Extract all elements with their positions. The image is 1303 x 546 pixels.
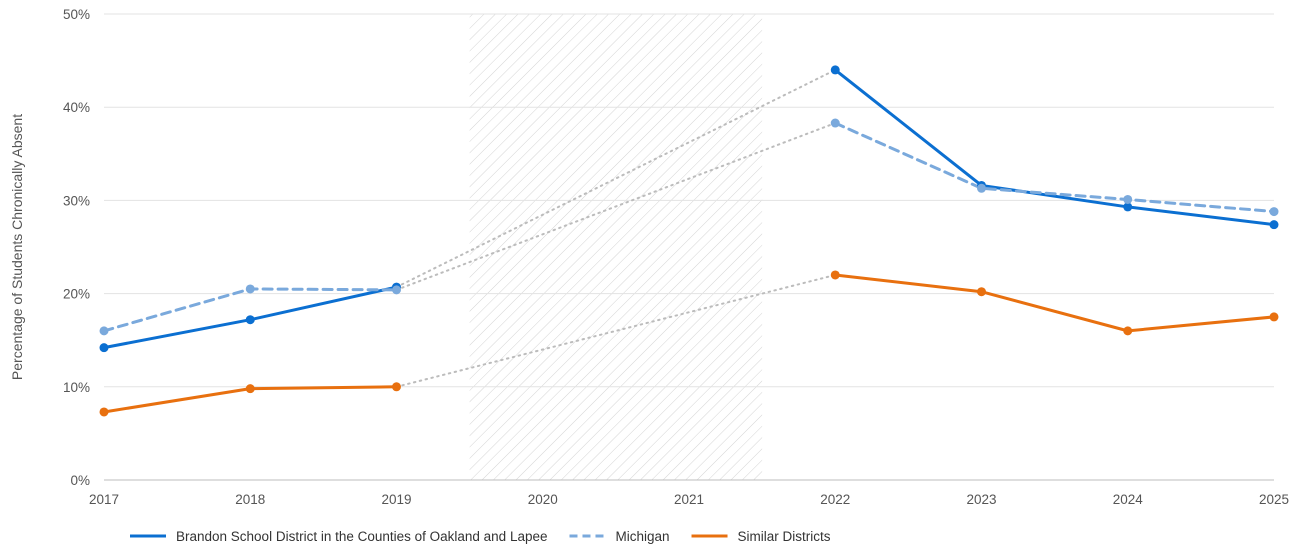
y-tick-label: 0% [70, 473, 90, 488]
data-point [1123, 194, 1133, 204]
data-point [392, 285, 401, 295]
data-point [977, 287, 986, 297]
gap-connector-line [395, 68, 837, 289]
y-tick-label: 40% [63, 100, 90, 115]
y-tick-label: 50% [63, 7, 90, 22]
data-point [99, 343, 109, 353]
x-tick-label: 2019 [381, 492, 411, 507]
x-tick-label: 2025 [1259, 492, 1289, 507]
data-point [830, 65, 840, 75]
data-point [1123, 326, 1133, 336]
gap-connector-line [395, 273, 837, 388]
data-point [830, 118, 840, 128]
legend-label: Michigan [615, 529, 669, 544]
legend-label: Brandon School District in the Counties … [176, 529, 547, 544]
x-tick-label: 2023 [966, 492, 996, 507]
series-line [833, 273, 1276, 333]
x-tick-label: 2020 [528, 492, 558, 507]
data-point [99, 326, 109, 336]
data-point [1269, 312, 1279, 322]
y-tick-label: 10% [63, 380, 90, 395]
y-tick-label: 30% [63, 193, 90, 208]
series-line [833, 68, 1276, 227]
data-point [99, 407, 109, 417]
x-tick-label: 2021 [674, 492, 704, 507]
data-point [245, 384, 255, 394]
x-tick-label: 2018 [235, 492, 265, 507]
data-point [1269, 207, 1279, 217]
y-tick-label: 20% [63, 287, 90, 302]
data-point [1269, 220, 1279, 230]
data-point [1123, 202, 1133, 212]
x-tick-label: 2017 [89, 492, 119, 507]
gap-connector-line [395, 122, 837, 291]
data-point [392, 382, 401, 392]
data-point [245, 315, 255, 325]
data-point [977, 183, 986, 193]
data-point [245, 284, 255, 294]
covid-gap-shaded-region [469, 14, 763, 480]
x-tick-label: 2022 [820, 492, 850, 507]
series-line [833, 121, 1276, 214]
x-tick-label: 2024 [1113, 492, 1144, 507]
data-point [830, 270, 840, 280]
legend-label: Similar Districts [738, 529, 831, 544]
series-line [102, 287, 398, 333]
y-axis-title: Percentage of Students Chronically Absen… [9, 114, 25, 380]
